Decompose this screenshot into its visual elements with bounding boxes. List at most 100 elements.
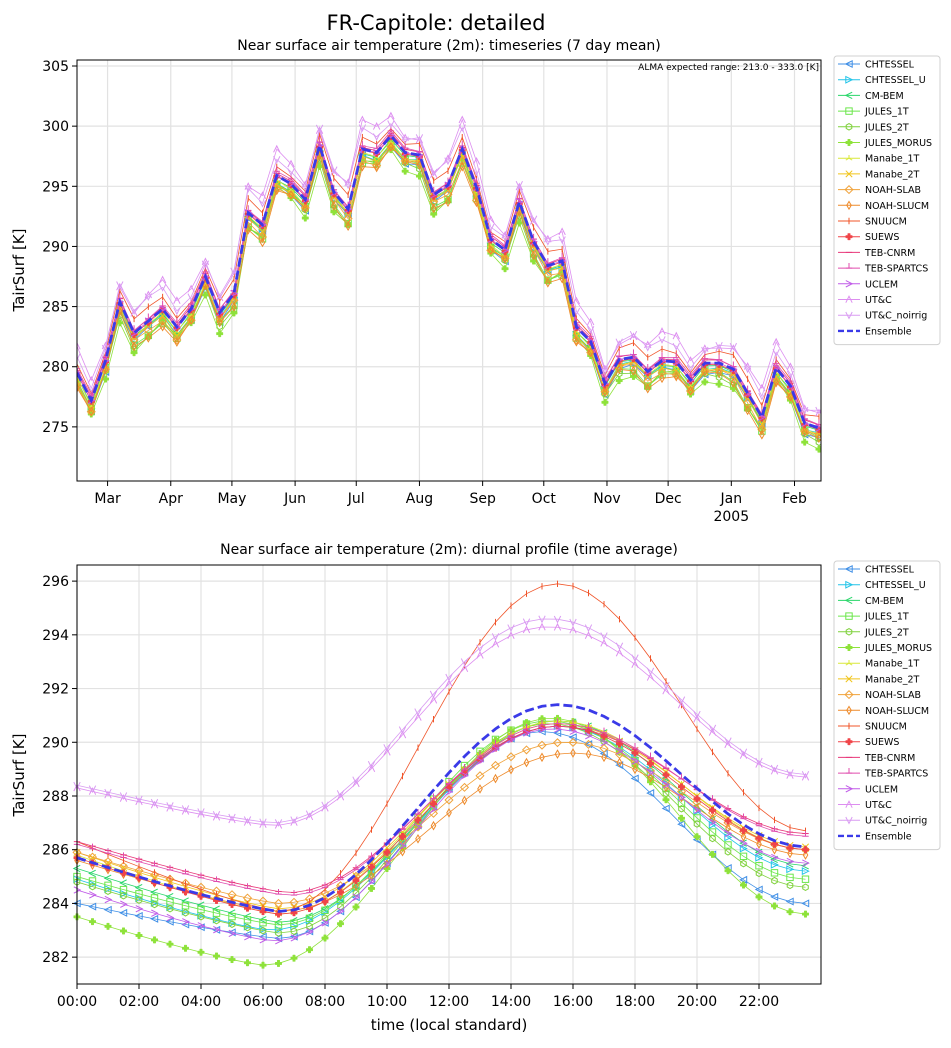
point-utandc-noirrig xyxy=(77,353,81,361)
point-noah-slucm xyxy=(487,245,494,255)
point-uclem xyxy=(729,365,738,373)
point-jules-morus xyxy=(615,377,623,385)
point-utandc-noirrig xyxy=(631,654,639,663)
point-uclem xyxy=(786,857,795,866)
x-tick-label: Jan xyxy=(720,491,743,507)
point-utandc xyxy=(372,122,381,130)
point-utandc xyxy=(212,812,221,821)
legend-label-utandc-noirrig: UT&C_noirrig xyxy=(865,816,927,827)
point-cm-bem xyxy=(212,905,220,913)
x-tick-label: Oct xyxy=(532,491,557,507)
point-jules-morus xyxy=(166,940,174,948)
point-utandc-noirrig xyxy=(344,181,352,190)
point-utandc-noirrig xyxy=(786,370,795,379)
point-utandc-noirrig xyxy=(336,790,345,798)
point-noah-slucm xyxy=(288,190,294,200)
point-uclem xyxy=(616,747,624,755)
point-uclem xyxy=(259,936,268,944)
legend-label-jules-2t: JULES_2T xyxy=(864,122,909,133)
point-utandc-noirrig xyxy=(801,406,809,415)
point-jules-1t xyxy=(197,905,205,914)
point-teb-spartcs xyxy=(647,752,654,759)
point-noah-slucm xyxy=(302,203,309,214)
y-tick-label: 286 xyxy=(42,843,69,859)
point-uclem xyxy=(587,337,595,346)
point-jules-morus xyxy=(352,903,360,911)
legend-label-cm-bem: CM-BEM xyxy=(865,596,904,607)
point-uclem xyxy=(306,928,314,936)
series-line-utandc-noirrig xyxy=(77,123,819,411)
point-uclem xyxy=(492,745,500,753)
point-utandc xyxy=(173,296,181,304)
point-uclem xyxy=(771,853,779,862)
point-suews xyxy=(287,181,295,189)
point-chtessel xyxy=(382,859,391,868)
point-uclem xyxy=(430,191,439,199)
point-teb-spartcs xyxy=(244,883,251,889)
point-jules-morus xyxy=(786,908,794,916)
point-teb-spartcs xyxy=(616,350,623,357)
point-jules-1t xyxy=(290,919,298,927)
point-jules-morus xyxy=(815,445,821,453)
point-uclem xyxy=(337,907,345,915)
point-utandc-noirrig xyxy=(201,260,210,269)
point-noah-slab xyxy=(568,737,578,747)
point-noah-slab xyxy=(814,429,821,439)
legend-label-noah-slucm: NOAH-SLUCM xyxy=(865,201,929,212)
point-noah-slucm xyxy=(473,197,480,208)
point-jules-1t xyxy=(228,912,236,921)
series-line-jules-1t xyxy=(76,720,806,926)
point-teb-spartcs xyxy=(213,876,220,882)
point-uclem xyxy=(672,358,681,366)
legend-marker-noah-slucm xyxy=(846,705,852,716)
point-noah-slucm xyxy=(771,844,778,855)
legend-marker-jules-1t xyxy=(845,107,853,115)
point-uclem xyxy=(569,727,578,735)
point-utandc-noirrig xyxy=(677,696,686,705)
point-utandc xyxy=(677,700,686,709)
point-jules-morus xyxy=(120,927,127,935)
legend-label-manabe-1t: Manabe_1T xyxy=(865,659,920,670)
point-jules-2t xyxy=(615,369,623,378)
point-utandc xyxy=(88,787,97,795)
legend-label-suews: SUEWS xyxy=(865,737,899,748)
point-utandc-noirrig xyxy=(101,344,110,353)
legend-marker-noah-slab xyxy=(844,690,854,700)
timeseries-chart: Near surface air temperature (2m): times… xyxy=(10,38,941,525)
point-teb-spartcs xyxy=(166,864,174,871)
timeseries-series xyxy=(77,111,821,453)
point-jules-morus xyxy=(501,265,509,273)
point-teb-spartcs xyxy=(321,882,329,888)
point-chtessel-u xyxy=(770,860,779,869)
point-noah-slab xyxy=(444,795,454,805)
point-jules-morus xyxy=(213,952,220,960)
x-tick-label: 16:00 xyxy=(553,994,593,1010)
point-utandc xyxy=(815,408,821,417)
series-line-utandc xyxy=(77,115,820,414)
point-noah-slab xyxy=(457,156,467,166)
point-utandc xyxy=(686,356,695,364)
timeseries-frame xyxy=(76,59,822,482)
point-teb-spartcs xyxy=(616,734,623,741)
point-utandc xyxy=(658,327,666,335)
legend-marker-manabe-1t xyxy=(845,660,853,666)
diurnal-legend: CHTESSEL CHTESSEL_U CM-BEM JULES_1T JULES_2T… xyxy=(833,560,941,851)
point-teb-spartcs xyxy=(740,813,747,820)
point-utandc xyxy=(507,631,515,639)
point-jules-morus xyxy=(301,214,309,222)
point-noah-slucm xyxy=(573,336,580,347)
point-noah-slucm xyxy=(159,321,166,332)
point-utandc-noirrig xyxy=(243,816,252,825)
point-suews xyxy=(352,877,360,885)
point-cm-bem xyxy=(770,855,778,864)
point-utandc-noirrig xyxy=(772,348,780,357)
point-noah-slucm xyxy=(523,757,530,768)
point-teb-spartcs xyxy=(516,193,523,199)
point-noah-slucm xyxy=(744,405,751,416)
point-jules-morus xyxy=(630,372,637,380)
point-utandc-noirrig xyxy=(158,284,167,292)
point-suews xyxy=(724,817,732,825)
point-suews xyxy=(414,816,422,824)
legend-marker-suews xyxy=(845,738,853,746)
point-jules-morus xyxy=(801,438,809,446)
